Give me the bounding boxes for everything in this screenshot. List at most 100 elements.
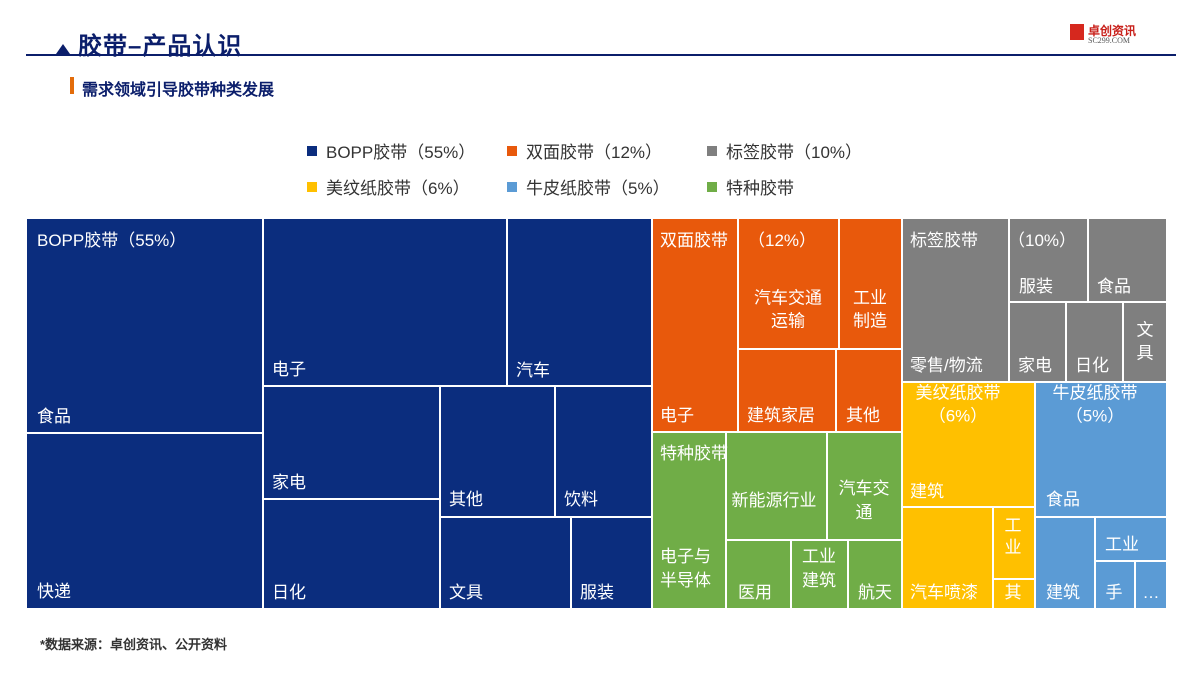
group-label: 牛皮纸胶带（5%） bbox=[1053, 384, 1138, 426]
treemap-tile bbox=[1036, 383, 1166, 516]
legend-item: 美纹纸胶带（6%） bbox=[307, 174, 470, 199]
treemap-tile bbox=[1010, 303, 1065, 381]
tile-label: 快递 bbox=[37, 582, 71, 601]
legend-label: 双面胶带（12%） bbox=[526, 143, 663, 162]
treemap-tile bbox=[1010, 219, 1087, 301]
tile-label: 新能源行业 bbox=[732, 491, 817, 510]
treemap-tile bbox=[1096, 562, 1134, 608]
tile-label: 文具 bbox=[449, 583, 483, 602]
legend-swatch bbox=[707, 181, 717, 192]
group-label: 美纹纸胶带（6%） bbox=[916, 384, 1001, 426]
treemap-tile bbox=[27, 434, 262, 608]
treemap-tile bbox=[828, 433, 901, 539]
legend-label: 标签胶带（10%） bbox=[726, 143, 863, 162]
tile-label: 食品 bbox=[37, 407, 71, 426]
treemap-tile bbox=[1096, 518, 1166, 560]
data-source-note: *数据来源：卓创资讯、公开资料 bbox=[40, 637, 228, 652]
treemap-tile bbox=[792, 541, 847, 608]
tile-label: 家电 bbox=[1018, 356, 1052, 375]
tile-label: 日化 bbox=[1075, 356, 1109, 375]
tile-label: 汽车交通 bbox=[839, 479, 890, 522]
treemap-tile bbox=[1036, 518, 1094, 608]
treemap-tile bbox=[840, 219, 901, 348]
treemap-tile bbox=[903, 508, 992, 608]
brand-logo: 卓创资讯 SC299.COM bbox=[1070, 22, 1182, 46]
tile-label: 服装 bbox=[1019, 277, 1053, 296]
legend-swatch bbox=[507, 181, 517, 192]
group-label: 双面胶带 （12%） bbox=[660, 231, 816, 250]
treemap-tile bbox=[727, 541, 790, 608]
treemap-tile bbox=[653, 433, 725, 608]
tile-label: 服装 bbox=[580, 583, 614, 602]
tile-label: 零售/物流 bbox=[910, 356, 983, 375]
treemap-tile bbox=[653, 219, 737, 431]
treemap-tile bbox=[508, 219, 651, 385]
treemap-tile bbox=[727, 433, 826, 539]
treemap-tile bbox=[1124, 303, 1166, 381]
legend-label: BOPP胶带（55%） bbox=[326, 143, 476, 162]
treemap-tile bbox=[264, 500, 439, 608]
treemap-group: 牛皮纸胶带（5%）食品建筑工业手… bbox=[1036, 383, 1166, 608]
treemap-tile bbox=[739, 350, 835, 431]
tile-label: 其他 bbox=[449, 490, 483, 509]
tile-label: 汽车喷漆 bbox=[910, 583, 978, 602]
tile-label: 工业建筑 bbox=[802, 547, 836, 590]
legend-label: 牛皮纸胶带（5%） bbox=[526, 179, 670, 198]
treemap-tile bbox=[739, 219, 838, 348]
tile-label: 工业 bbox=[1005, 516, 1022, 557]
tile-label: 医用 bbox=[738, 583, 772, 602]
legend-item: BOPP胶带（55%） bbox=[307, 138, 475, 163]
tile-label: 建筑 bbox=[1046, 583, 1080, 602]
group-label: 标签胶带 （10%） bbox=[910, 231, 1076, 250]
treemap-tile bbox=[441, 518, 570, 608]
legend-label: 美纹纸胶带（6%） bbox=[326, 179, 470, 198]
title-marker-icon bbox=[56, 44, 70, 54]
treemap-tile bbox=[264, 219, 506, 385]
group-label: 特种胶带 bbox=[660, 444, 728, 463]
legend-swatch bbox=[707, 145, 717, 156]
logo-icon bbox=[1070, 24, 1084, 40]
tile-label: 工业 bbox=[1105, 535, 1139, 554]
treemap-tile bbox=[1136, 562, 1166, 608]
treemap-tile bbox=[441, 387, 554, 516]
tile-label: 汽车交通运输 bbox=[754, 289, 822, 331]
treemap-tile bbox=[849, 541, 901, 608]
tile-label: 汽车 bbox=[516, 361, 550, 380]
tile-label: 电子 bbox=[660, 406, 694, 425]
legend-item: 标签胶带（10%） bbox=[707, 138, 862, 163]
tile-label: 手 bbox=[1106, 583, 1123, 602]
treemap-tile bbox=[837, 350, 901, 431]
legend-item: 特种胶带 bbox=[707, 174, 794, 199]
subtitle-marker bbox=[70, 77, 74, 94]
legend-swatch bbox=[307, 145, 317, 156]
group-label: BOPP胶带（55%） bbox=[37, 231, 186, 250]
tile-label: 电子与半导体 bbox=[660, 547, 711, 590]
legend-item: 双面胶带（12%） bbox=[507, 138, 662, 163]
tile-label: 家电 bbox=[272, 473, 306, 492]
legend-swatch bbox=[307, 181, 317, 192]
tile-label: 其他 bbox=[846, 406, 880, 425]
tile-label: 电子 bbox=[272, 360, 306, 379]
tile-label: 其 bbox=[1005, 583, 1022, 602]
logo-text: 卓创资讯 bbox=[1088, 24, 1137, 38]
treemap-tile bbox=[903, 219, 1008, 381]
legend-label: 特种胶带 bbox=[726, 179, 794, 198]
tile-label: 饮料 bbox=[564, 490, 598, 509]
treemap-tile bbox=[556, 387, 651, 516]
treemap-tile bbox=[1067, 303, 1122, 381]
treemap-tile bbox=[994, 508, 1034, 578]
title-divider bbox=[26, 54, 1176, 56]
treemap-tile bbox=[1089, 219, 1166, 301]
tile-label: 食品 bbox=[1097, 277, 1131, 296]
treemap-tile bbox=[994, 580, 1034, 608]
tile-label: 建筑 bbox=[910, 482, 944, 501]
legend-swatch bbox=[507, 145, 517, 156]
tile-label: 航天 bbox=[858, 583, 892, 602]
tile-label: 工业制造 bbox=[853, 289, 887, 331]
